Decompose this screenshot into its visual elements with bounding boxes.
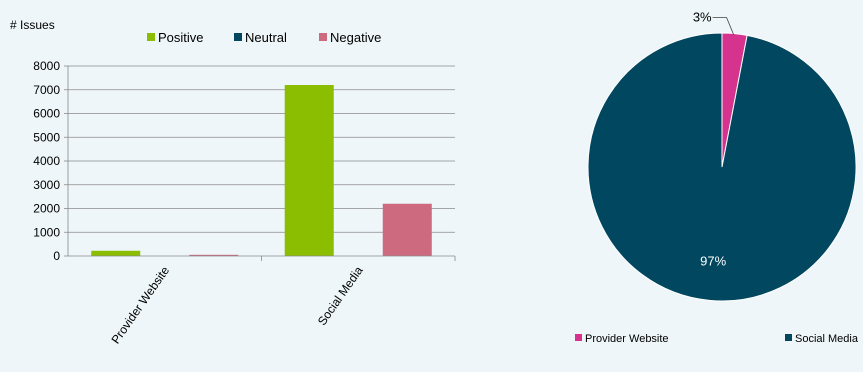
- y-tick-label: 3000: [33, 178, 60, 192]
- pie-legend: Provider Website Social Media: [575, 333, 859, 345]
- pie-leader-line: [712, 17, 734, 35]
- y-tick-label: 8000: [33, 59, 60, 73]
- pie-legend-swatch-social-media: [785, 334, 792, 341]
- pie-legend-label-social-media: Social Media: [795, 333, 859, 345]
- y-tick-label: 7000: [33, 83, 60, 97]
- bar-series: [91, 85, 432, 256]
- y-tick-label: 1000: [33, 225, 60, 239]
- y-tick-label: 2000: [33, 202, 60, 216]
- legend-swatch-positive: [147, 33, 155, 41]
- pie-chart: 3% 97% Provider Website Social Media: [575, 10, 859, 345]
- bar-negative-provider-website: [189, 254, 239, 256]
- y-axis-title: # Issues: [10, 18, 55, 32]
- pie-legend-swatch-provider-website: [575, 334, 582, 341]
- pie-slices: [587, 32, 857, 302]
- pie-legend-label-provider-website: Provider Website: [585, 333, 669, 345]
- legend-label-positive: Positive: [158, 30, 204, 45]
- legend-swatch-neutral: [234, 33, 242, 41]
- pie-slice-social-media: [587, 32, 857, 302]
- bar-negative-social-media: [382, 203, 432, 256]
- x-tick-label: Provider Website: [108, 263, 172, 346]
- pie-data-label: 97%: [700, 253, 726, 268]
- bar-grid: [68, 65, 455, 233]
- bar-positive-provider-website: [91, 250, 141, 256]
- y-tick-label: 5000: [33, 130, 60, 144]
- bar-positive-social-media: [284, 85, 334, 256]
- x-axis-ticks: Provider Website Social Media: [108, 263, 365, 346]
- bar-chart: # Issues Positive Neutral Negative 0 1000 20…: [10, 18, 456, 346]
- y-axis-ticks: 0 1000 2000 3000 4000 5000 6000 7000 8000: [33, 59, 68, 263]
- bar-axes: [67, 66, 456, 261]
- x-tick-label: Social Media: [315, 263, 366, 328]
- y-tick-label: 6000: [33, 107, 60, 121]
- legend-swatch-negative: [319, 33, 327, 41]
- y-tick-label: 0: [53, 249, 60, 263]
- pie-data-label: 3%: [693, 10, 712, 25]
- pie-labels: 3% 97%: [693, 10, 734, 268]
- legend-label-neutral: Neutral: [245, 30, 287, 45]
- bar-legend: Positive Neutral Negative: [147, 30, 381, 45]
- legend-label-negative: Negative: [330, 30, 381, 45]
- y-tick-label: 4000: [33, 154, 60, 168]
